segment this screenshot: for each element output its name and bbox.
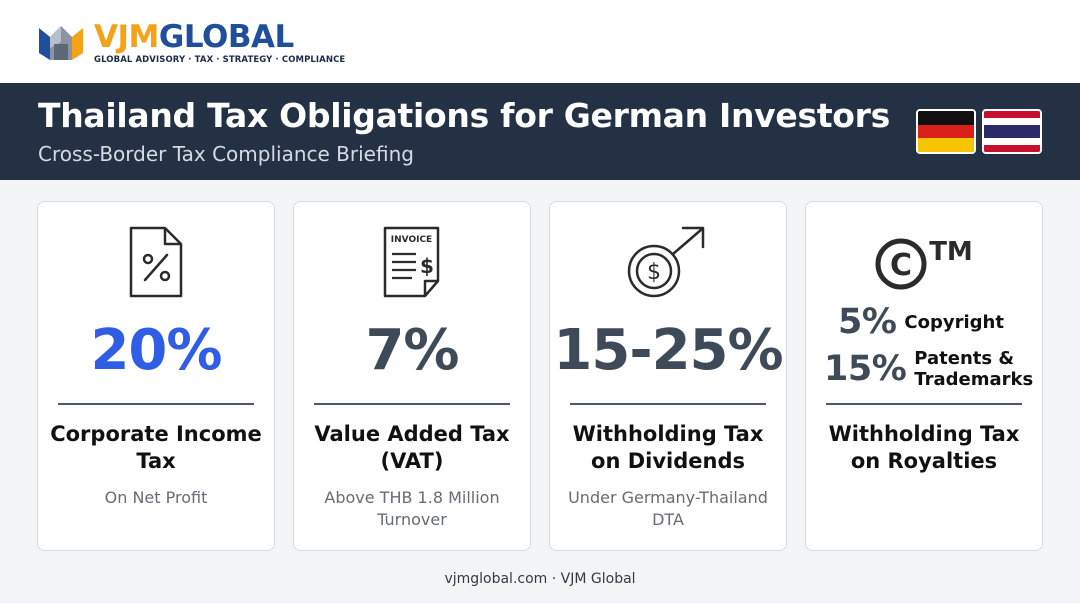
header-bar: VJMGLOBAL GLOBAL ADVISORY · TAX · STRATE… <box>0 0 1080 83</box>
invoice-icon-text: INVOICE <box>391 235 432 245</box>
card-note: On Net Profit <box>104 488 208 507</box>
logo-mark-icon <box>39 26 83 60</box>
divider <box>314 403 510 405</box>
card-note: Under Germany-Thailand DTA <box>568 488 768 529</box>
card-royalties: C TM 5% Copyright 15% Patents & Trademar… <box>805 201 1043 551</box>
svg-text:$: $ <box>420 254 434 278</box>
page-subtitle: Cross-Border Tax Compliance Briefing <box>38 142 414 166</box>
royalty-rate-copyright: 5% Copyright <box>838 302 1004 342</box>
royalty-rate-value: 15% <box>824 349 907 389</box>
copyright-trademark-icon: C TM <box>806 224 1042 300</box>
royalty-rate-patents: 15% Patents & Trademarks <box>824 348 1044 390</box>
card-corporate-income-tax: 20% Corporate Income Tax On Net Profit <box>37 201 275 551</box>
card-label: Withholding Tax on Dividends <box>572 422 764 473</box>
footer-text[interactable]: vjmglobal.com · VJM Global <box>444 571 636 587</box>
title-banner: Thailand Tax Obligations for German Inve… <box>0 83 1080 180</box>
divider <box>570 403 766 405</box>
brand-name-vjm: VJM <box>94 19 159 55</box>
thailand-flag-icon <box>982 109 1042 154</box>
svg-text:$: $ <box>647 260 661 285</box>
card-label: Corporate Income Tax <box>50 422 262 473</box>
card-vat: INVOICE $ 7% Value Added Tax (VAT) Above… <box>293 201 531 551</box>
card-label: Withholding Tax on Royalties <box>828 422 1020 473</box>
card-label: Value Added Tax (VAT) <box>314 422 510 473</box>
card-note: Above THB 1.8 Million Turnover <box>324 488 500 529</box>
divider <box>58 403 254 405</box>
trademark-text: TM <box>929 237 973 267</box>
brand-name-global: GLOBAL <box>158 19 294 55</box>
page-title: Thailand Tax Obligations for German Inve… <box>38 96 890 135</box>
svg-text:C: C <box>890 248 912 283</box>
percent-document-icon <box>38 224 274 300</box>
germany-flag-icon <box>916 109 976 154</box>
brand-name: VJMGLOBAL <box>94 20 345 54</box>
card-dividends: $ 15-25% Withholding Tax on Dividends Un… <box>549 201 787 551</box>
royalty-rate-label: Patents & Trademarks <box>914 348 1034 390</box>
royalty-rate-value: 5% <box>838 302 897 342</box>
rate-value: 20% <box>90 318 222 383</box>
invoice-icon: INVOICE $ <box>294 224 530 300</box>
vjm-global-logo[interactable]: VJMGLOBAL GLOBAL ADVISORY · TAX · STRATE… <box>36 20 345 65</box>
brand-tagline: GLOBAL ADVISORY · TAX · STRATEGY · COMPL… <box>94 55 346 65</box>
royalty-rate-label: Copyright <box>904 311 1004 333</box>
dollar-growth-icon: $ <box>550 224 786 300</box>
rate-value: 15-25% <box>553 318 783 383</box>
divider <box>826 403 1022 405</box>
rate-value: 7% <box>365 318 459 383</box>
